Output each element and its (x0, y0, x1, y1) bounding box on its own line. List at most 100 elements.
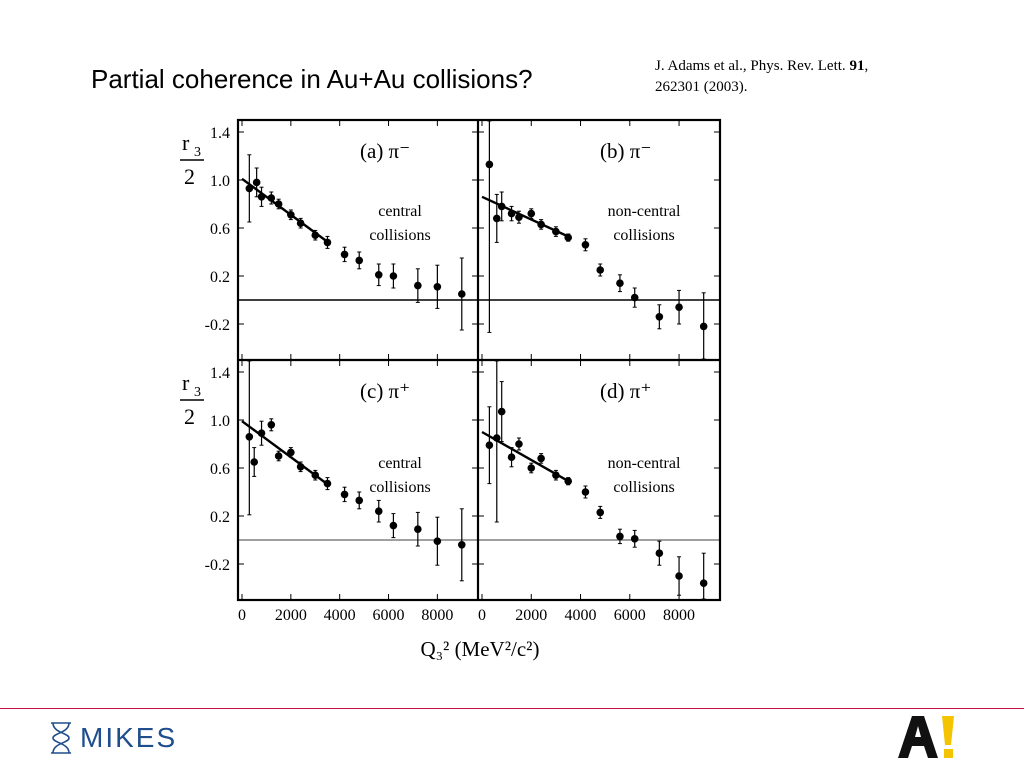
panel-c-data-point (414, 525, 422, 533)
x-tick-label: 2000 (515, 607, 547, 624)
y-tick-label: 1.0 (210, 173, 230, 190)
panel-d-annotation-line1: non-central (608, 455, 681, 472)
y-axis-label-denominator: 2 (184, 164, 195, 189)
panel-b-data-point (485, 160, 494, 169)
x-tick-label: 8000 (663, 607, 695, 624)
panel-a-data-point (274, 200, 283, 208)
x-tick-label: 8000 (421, 607, 453, 624)
panel-c-annotation-line1: central (378, 455, 422, 472)
panel-a-annotation-line2: collisions (369, 227, 430, 244)
x-tick-label: 0 (238, 607, 246, 624)
panel-c-data-point (323, 479, 332, 488)
panel-b-data-point (564, 233, 573, 242)
panel-b-data-point (699, 322, 708, 331)
panel-c-data-point (389, 521, 398, 530)
panel-b-data-point (527, 209, 536, 218)
y-tick-label: 1.0 (210, 413, 230, 430)
panel-b-annotation-line2: collisions (613, 227, 674, 244)
mikes-logo: MIKES (48, 718, 177, 758)
panel-c-data-point (311, 471, 320, 480)
panel-a-data-point (245, 184, 254, 193)
x-tick-label: 2000 (275, 607, 307, 624)
panel-d-data-point (492, 434, 501, 442)
citation-volume: 91 (849, 58, 865, 74)
panel-a-data-point (355, 256, 364, 265)
y-axis-label-subscript: 3 (194, 385, 201, 400)
y-tick-label: 0.6 (210, 221, 230, 238)
panel-b-data-point (596, 266, 605, 274)
y-tick-label: -0.2 (205, 557, 230, 574)
y-tick-label: 1.4 (210, 365, 230, 382)
y-tick-label: 0.2 (210, 509, 230, 526)
panel-b-data-point (492, 214, 501, 223)
x-tick-label: 6000 (373, 607, 405, 624)
panel-b-data-point (515, 213, 523, 221)
panel-c-data-point (274, 452, 283, 460)
panel-a-annotation-line1: central (378, 203, 422, 220)
y-axis-label-numerator: r (182, 370, 190, 395)
panel-c-label: (c) π⁺ (360, 379, 410, 403)
panel-a-label: (a) π⁻ (360, 139, 410, 163)
panel-a-data-point (287, 211, 295, 219)
citation-line2: 262301 (2003). (655, 79, 748, 95)
x-axis-label: Q₃² (MeV²/c²) (421, 637, 540, 661)
y-axis-label-denominator: 2 (184, 404, 195, 429)
panel-a-data-point (457, 290, 466, 298)
panel-c-data-point (250, 458, 259, 466)
panel-d-data-point (507, 453, 516, 462)
panel-a-data-point (414, 281, 422, 290)
panel-b-data-point (675, 303, 683, 311)
citation-prefix: J. Adams et al., Phys. Rev. Lett. (655, 58, 850, 74)
panel-d-data-point (485, 441, 494, 450)
panel-a-data-point (296, 219, 305, 227)
panel-d-data-point (515, 440, 523, 448)
panel-c-data-point (374, 507, 383, 515)
panel-d-data-point (564, 477, 573, 486)
hbt-figure: (a) π⁻ central collisions (b) π⁻ non-central… (150, 110, 750, 680)
x-tick-label: 4000 (565, 607, 597, 624)
chart-svg: (a) π⁻ central collisions (b) π⁻ non-central… (180, 118, 722, 661)
y-axis-label-subscript: 3 (194, 145, 201, 160)
citation: J. Adams et al., Phys. Rev. Lett. 91, 26… (655, 56, 975, 98)
panel-b-annotation-line1: non-central (608, 203, 681, 220)
y-tick-label: 0.6 (210, 461, 230, 478)
panel-a-data-point (257, 193, 266, 201)
panel-a-data-point (433, 283, 442, 291)
panel-b-data-point (537, 220, 545, 229)
panel-d-data-point (497, 407, 506, 416)
panel-c-annotation-line2: collisions (369, 479, 430, 496)
panel-d-data-point (699, 579, 708, 587)
panel-d-data-point (527, 464, 536, 472)
mikes-logo-text: MIKES (80, 722, 178, 753)
hourglass-icon (51, 722, 71, 754)
panel-c-data-point (267, 421, 276, 429)
panel-a-data-point (267, 194, 276, 202)
panel-c-data-point (245, 433, 254, 441)
panel-a-data-point (340, 250, 349, 259)
x-tick-label: 4000 (324, 607, 356, 624)
panel-d-data-point (630, 535, 639, 543)
panel-a-data-point (311, 231, 320, 239)
y-axis-label-numerator: r (182, 130, 190, 155)
panel-b-data-point (616, 279, 624, 287)
panel-c-data-point (433, 537, 442, 545)
panel-d-annotation-line2: collisions (613, 479, 674, 496)
panel-d-data-point (581, 488, 590, 496)
panel-c-data-point (296, 463, 305, 471)
y-tick-label: -0.2 (205, 317, 230, 334)
panel-c-data-point (287, 448, 295, 457)
panel-d-data-point (537, 454, 545, 463)
panel-b-label: (b) π⁻ (600, 139, 651, 163)
slide-title: Partial coherence in Au+Au collisions? (91, 64, 533, 94)
panel-c-data-point (340, 490, 349, 499)
panel-d-data-point (552, 471, 560, 480)
panel-b-data-point (581, 241, 590, 249)
panel-c-data-point (257, 429, 266, 438)
panel-d-label: (d) π⁺ (600, 379, 651, 403)
panel-d-data-point (655, 549, 664, 557)
x-tick-label: 6000 (614, 607, 646, 624)
panel-c-data-point (355, 496, 364, 505)
panel-a-data-point (374, 271, 383, 279)
panel-c-data-point (457, 541, 466, 549)
